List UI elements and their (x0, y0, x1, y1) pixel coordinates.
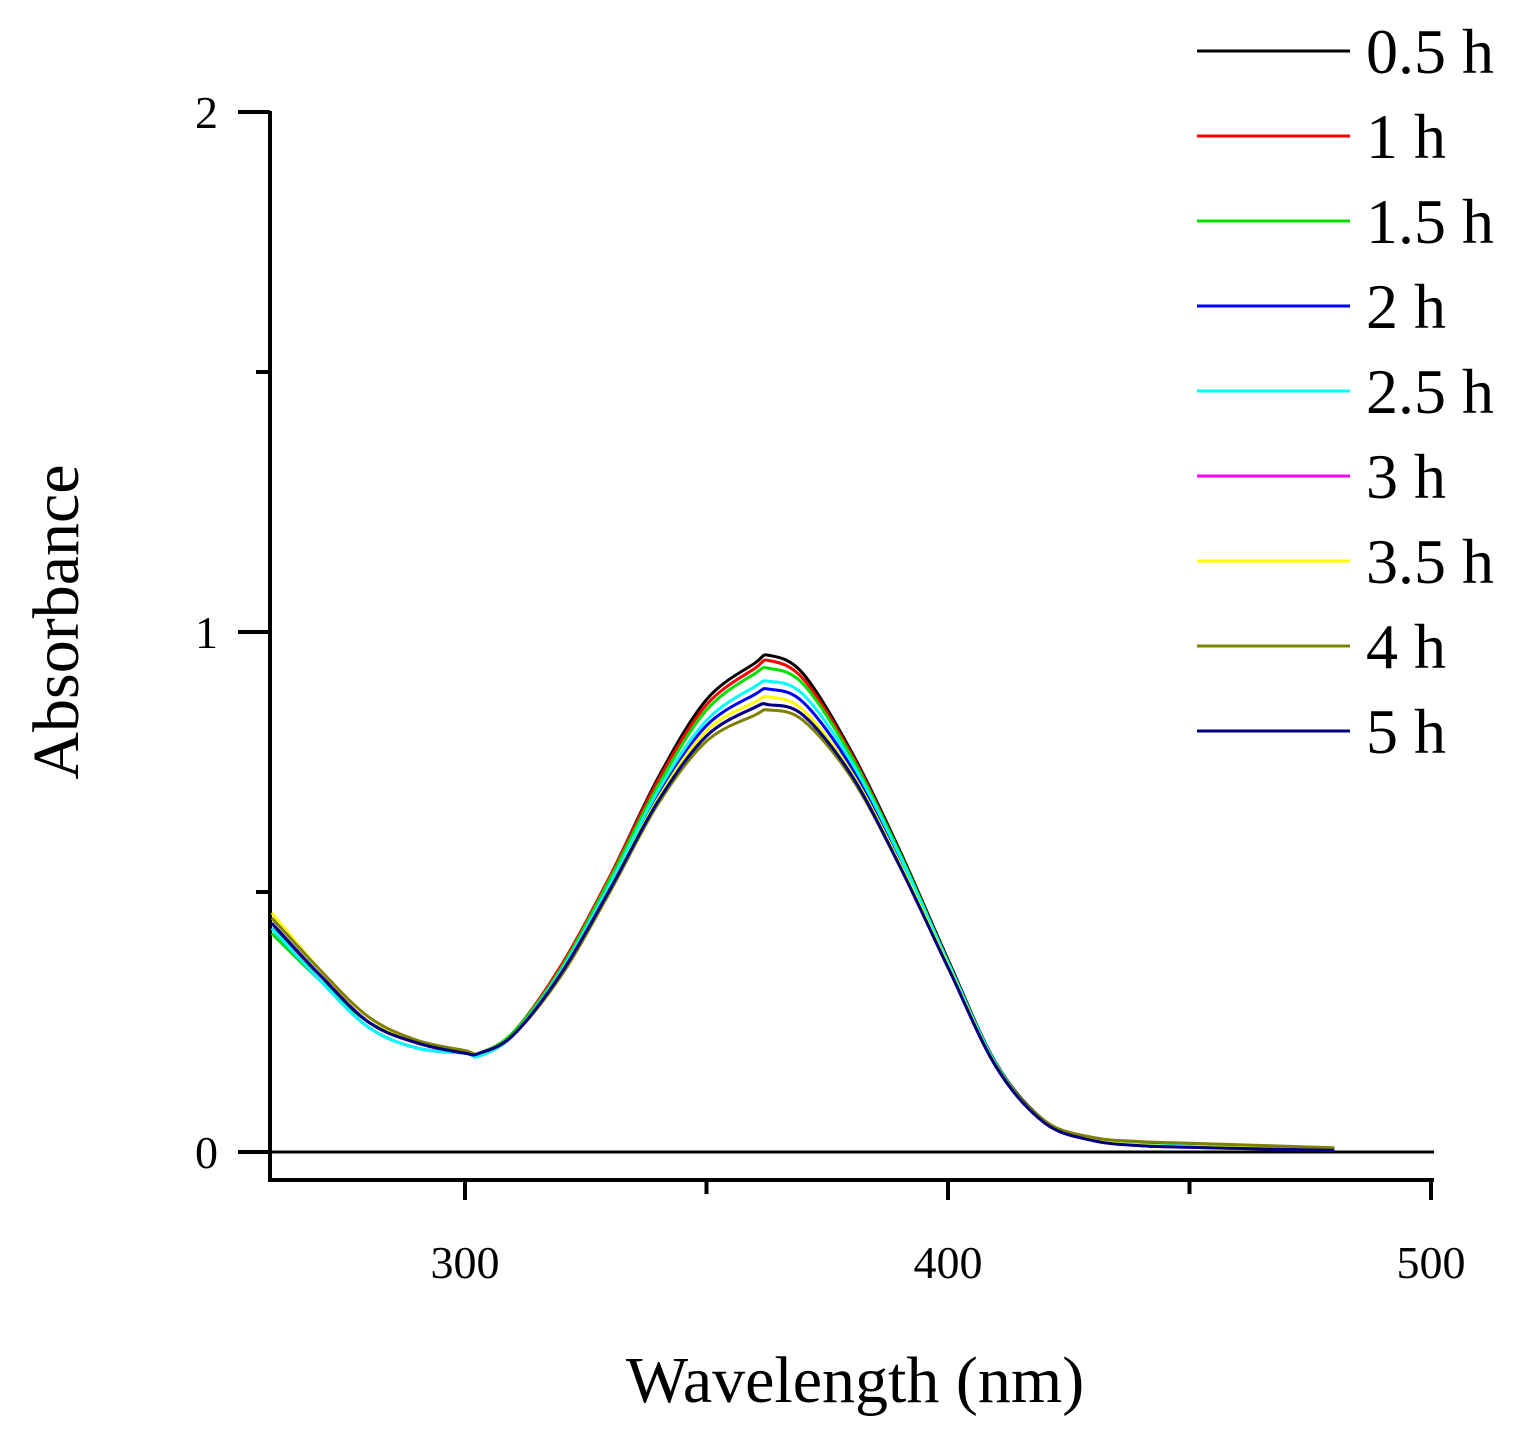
x-tick-label: 300 (431, 1237, 500, 1288)
x-tick-label: 500 (1397, 1237, 1466, 1288)
legend-label: 3 h (1366, 441, 1446, 512)
plot-area (270, 653, 1335, 1152)
x-axis-title: Wavelength (nm) (626, 1344, 1084, 1417)
x-tick-label: 400 (914, 1237, 983, 1288)
y-tick-label: 2 (195, 87, 218, 138)
legend-label: 2 h (1366, 271, 1446, 342)
legend-label: 0.5 h (1366, 16, 1494, 87)
legend: 0.5 h 1 h 1.5 h 2 h 2.5 h 3 h 3.5 h 4 h 5 h (1197, 16, 1494, 767)
legend-label: 4 h (1366, 611, 1446, 682)
legend-label: 1 h (1366, 101, 1446, 172)
legend-label: 2.5 h (1366, 356, 1494, 427)
legend-label: 1.5 h (1366, 186, 1494, 257)
y-tick-label: 1 (195, 607, 218, 658)
axes: 0 1 2 300 400 500 (195, 87, 1466, 1288)
y-tick-label: 0 (195, 1127, 218, 1178)
legend-label: 5 h (1366, 696, 1446, 767)
legend-label: 3.5 h (1366, 526, 1494, 597)
y-axis-title: Absorbance (20, 464, 93, 779)
series-line-4-h (270, 708, 1335, 1150)
series-line-5-h (270, 702, 1335, 1152)
